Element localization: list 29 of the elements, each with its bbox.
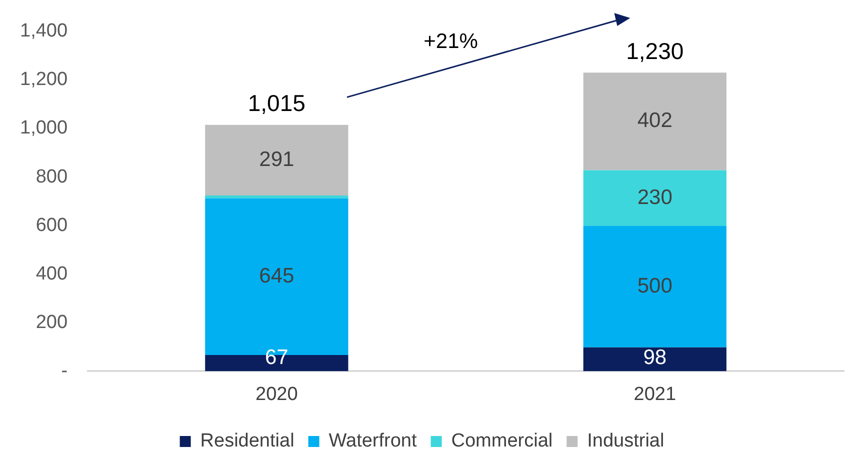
bar (205, 124, 348, 196)
total-label: 1,230 (626, 38, 684, 64)
bar (583, 226, 726, 348)
legend-label: Residential (200, 430, 294, 452)
data-label: 500 (637, 274, 672, 298)
data-label: 291 (259, 148, 294, 171)
data-label: 402 (637, 109, 672, 132)
bar (205, 195, 348, 198)
legend-label: Commercial (451, 430, 553, 452)
bar (583, 72, 726, 170)
y-tick-label: 400 (36, 263, 68, 284)
y-tick-label: 1,200 (20, 69, 68, 90)
y-tick-label: - (61, 360, 68, 382)
data-label: 98 (643, 346, 667, 369)
y-tick-label: 200 (36, 312, 68, 333)
data-label: 230 (637, 186, 672, 209)
y-tick-label: 600 (36, 214, 68, 236)
data-label: 645 (259, 264, 294, 288)
x-tick-label: 2021 (634, 384, 676, 405)
annotation: +21% (424, 30, 478, 53)
legend-label: Waterfront (328, 430, 418, 452)
y-tick-label: 1,400 (20, 20, 68, 42)
y-tick-label: 1,000 (20, 118, 68, 139)
legend-label: Industrial (587, 430, 664, 452)
x-tick-label: 2020 (256, 384, 298, 405)
bar (583, 347, 726, 372)
total-label: 1,015 (248, 90, 306, 116)
y-tick-label: 800 (36, 166, 68, 188)
bar (583, 170, 726, 226)
